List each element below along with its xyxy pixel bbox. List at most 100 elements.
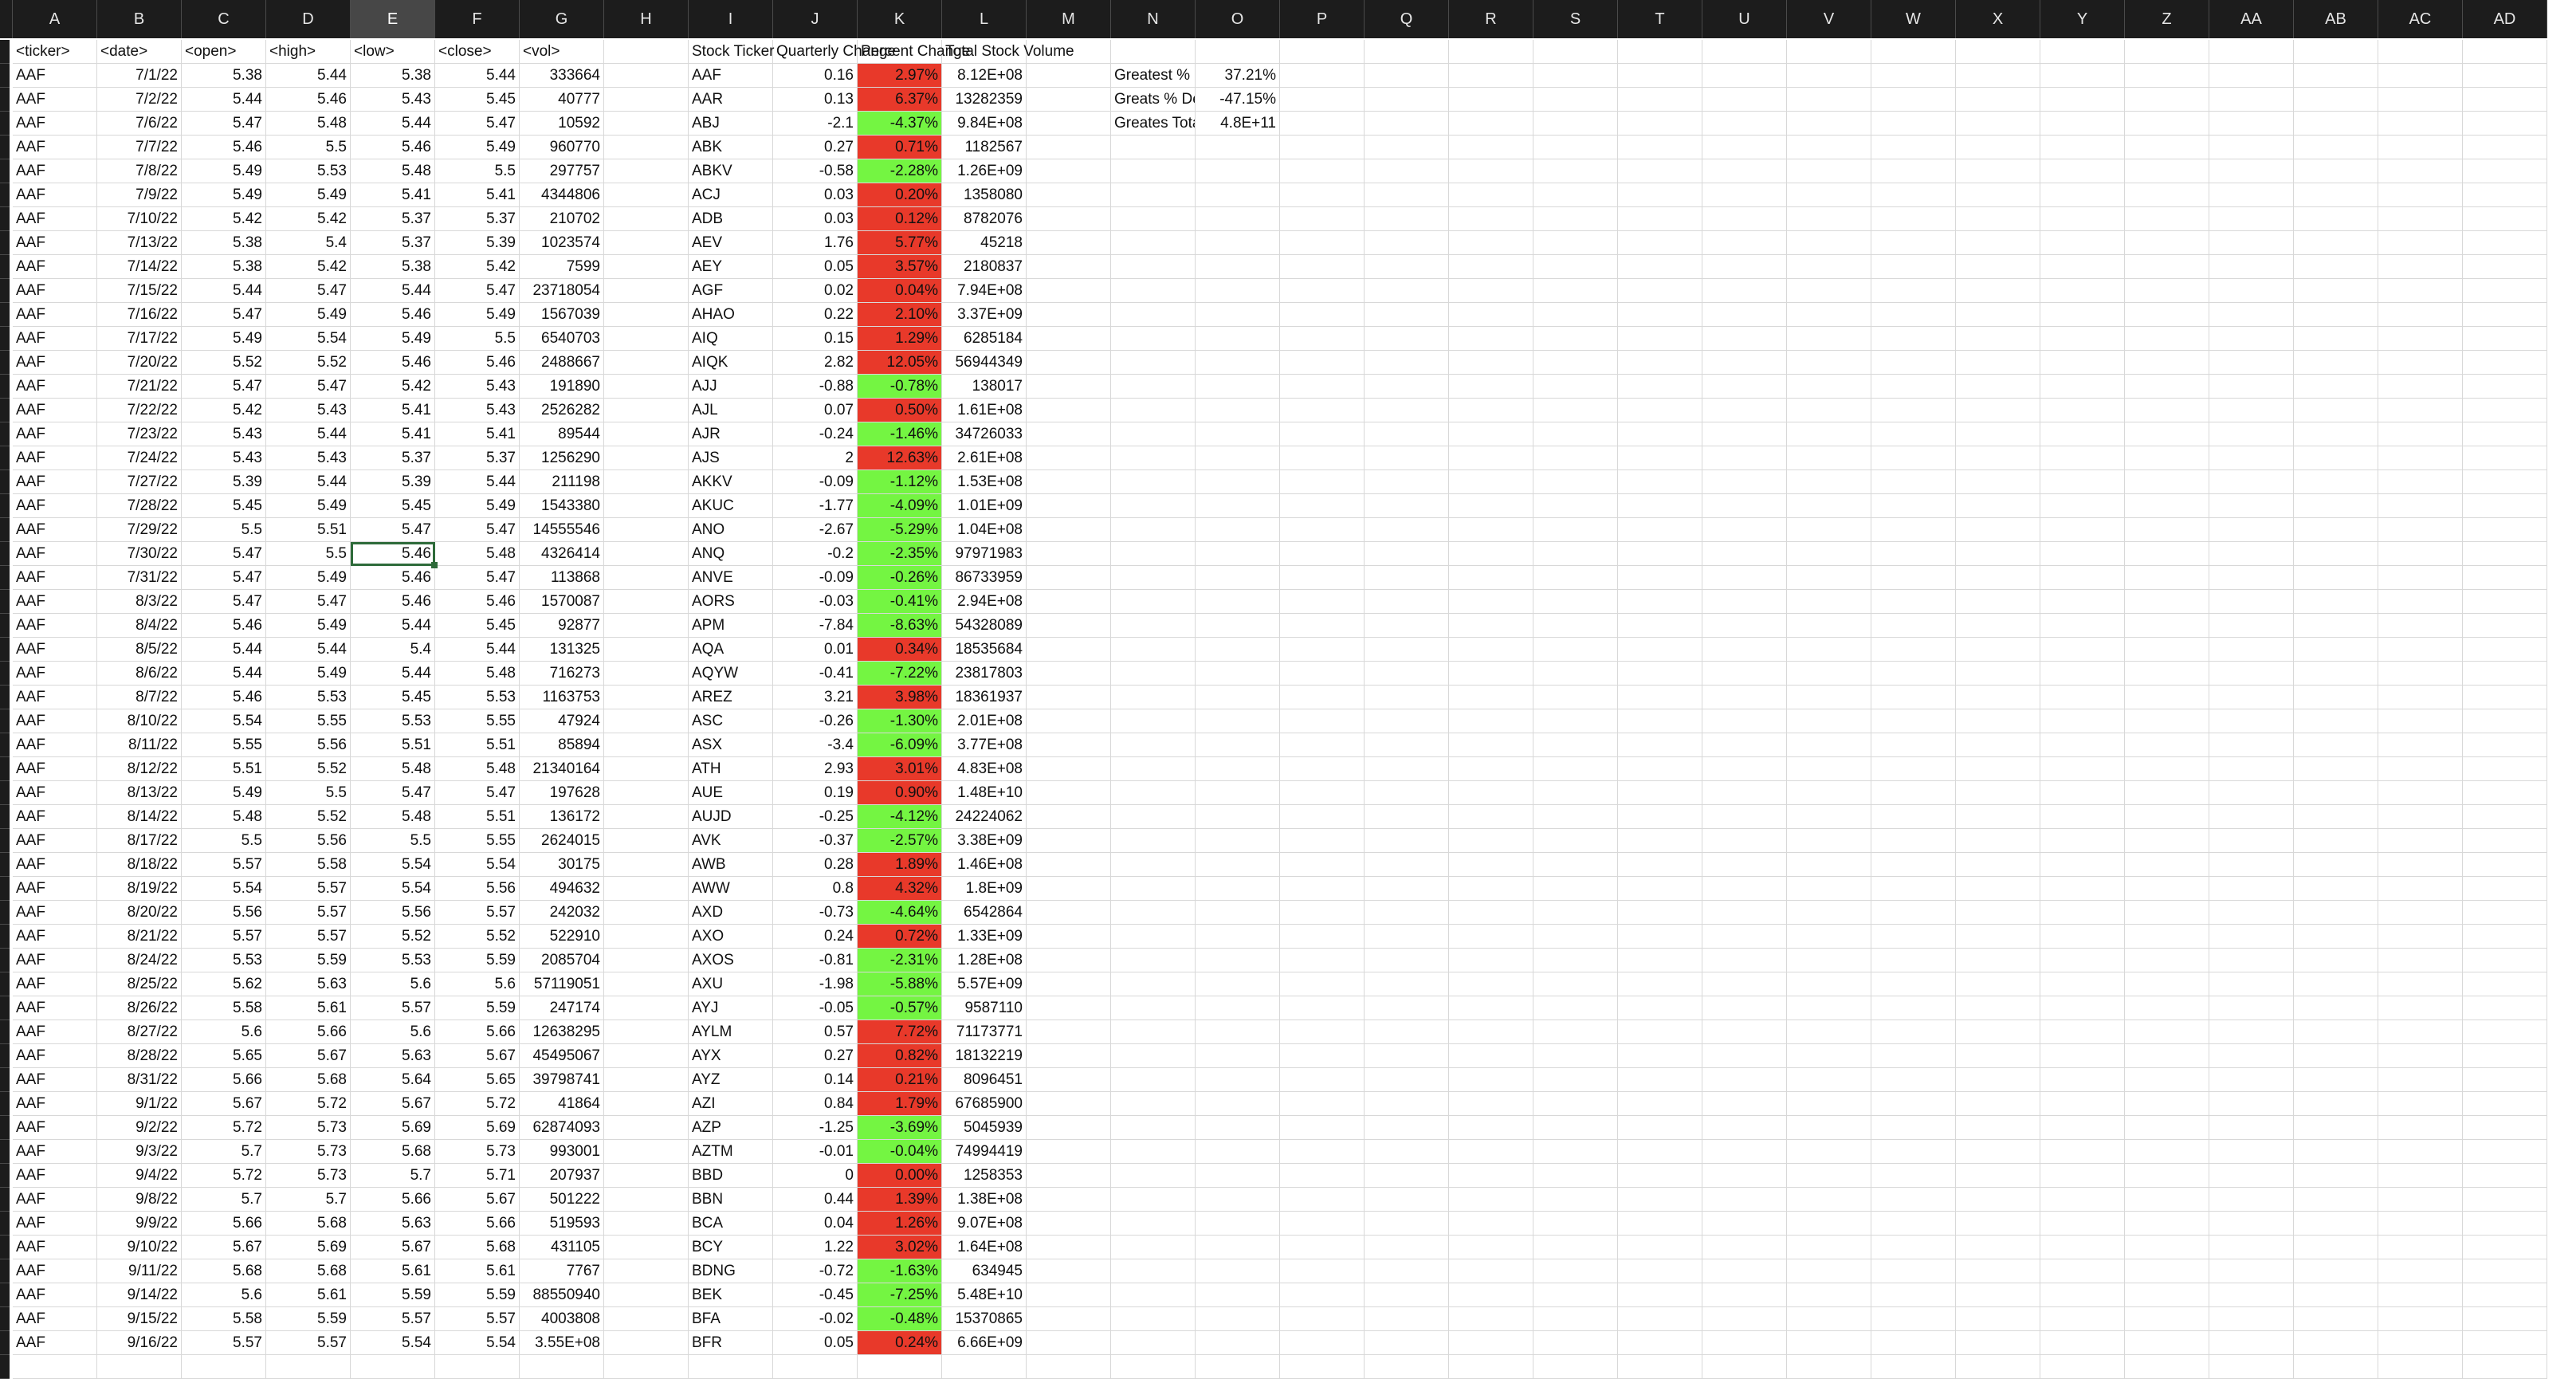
cell-AD11[interactable]	[2463, 279, 2547, 303]
cell-U48[interactable]	[1702, 1164, 1787, 1188]
cell-K56[interactable]	[858, 1355, 942, 1379]
cell-AD18[interactable]	[2463, 446, 2547, 470]
cell-N34[interactable]	[1111, 829, 1196, 853]
cell-G36[interactable]: 494632	[520, 877, 604, 901]
cell-L29[interactable]: 2.01E+08	[942, 709, 1027, 733]
cell-P29[interactable]	[1280, 709, 1365, 733]
cell-AA1[interactable]	[2209, 40, 2294, 64]
cell-T50[interactable]	[1618, 1212, 1702, 1236]
cell-F54[interactable]: 5.57	[435, 1307, 520, 1331]
cell-C22[interactable]: 5.47	[182, 542, 266, 566]
cell-W15[interactable]	[1871, 375, 1956, 399]
cell-E15[interactable]: 5.42	[351, 375, 435, 399]
cell-D46[interactable]: 5.73	[266, 1116, 351, 1140]
cell-U8[interactable]	[1702, 207, 1787, 231]
cell-AC10[interactable]	[2378, 255, 2463, 279]
cell-H24[interactable]	[604, 590, 689, 614]
cell-P24[interactable]	[1280, 590, 1365, 614]
cell-P26[interactable]	[1280, 638, 1365, 662]
cell-I50[interactable]: BCA	[689, 1212, 773, 1236]
cell-W21[interactable]	[1871, 518, 1956, 542]
cell-Z36[interactable]	[2125, 877, 2209, 901]
cell-V14[interactable]	[1787, 351, 1871, 375]
cell-AD40[interactable]	[2463, 972, 2547, 996]
cell-E46[interactable]: 5.69	[351, 1116, 435, 1140]
cell-H34[interactable]	[604, 829, 689, 853]
cell-A44[interactable]: AAF	[13, 1068, 97, 1092]
cell-G2[interactable]: 333664	[520, 64, 604, 88]
cell-Q27[interactable]	[1365, 662, 1449, 686]
cell-AD29[interactable]	[2463, 709, 2547, 733]
cell-B29[interactable]: 8/10/22	[97, 709, 182, 733]
cell-U29[interactable]	[1702, 709, 1787, 733]
cell-S40[interactable]	[1533, 972, 1618, 996]
cell-W39[interactable]	[1871, 949, 1956, 972]
cell-AB50[interactable]	[2294, 1212, 2378, 1236]
cell-Y43[interactable]	[2040, 1044, 2125, 1068]
cell-AD46[interactable]	[2463, 1116, 2547, 1140]
cell-O42[interactable]	[1196, 1020, 1280, 1044]
cell-I32[interactable]: AUE	[689, 781, 773, 805]
cell-C8[interactable]: 5.42	[182, 207, 266, 231]
column-header-B[interactable]: B	[97, 0, 182, 38]
cell-M25[interactable]	[1027, 614, 1111, 638]
cell-AD12[interactable]	[2463, 303, 2547, 327]
cell-P11[interactable]	[1280, 279, 1365, 303]
cell-B21[interactable]: 7/29/22	[97, 518, 182, 542]
cell-AA9[interactable]	[2209, 231, 2294, 255]
cell-V29[interactable]	[1787, 709, 1871, 733]
cell-X46[interactable]	[1956, 1116, 2040, 1140]
cell-B5[interactable]: 7/7/22	[97, 136, 182, 159]
cell-AD3[interactable]	[2463, 88, 2547, 112]
cell-E44[interactable]: 5.64	[351, 1068, 435, 1092]
cell-D34[interactable]: 5.56	[266, 829, 351, 853]
cell-AD51[interactable]	[2463, 1236, 2547, 1259]
cell-AD50[interactable]	[2463, 1212, 2547, 1236]
cell-U51[interactable]	[1702, 1236, 1787, 1259]
cell-M7[interactable]	[1027, 183, 1111, 207]
cell-G26[interactable]: 131325	[520, 638, 604, 662]
cell-P23[interactable]	[1280, 566, 1365, 590]
cell-Z55[interactable]	[2125, 1331, 2209, 1355]
cell-O3[interactable]: -47.15%	[1196, 88, 1280, 112]
cell-J46[interactable]: -1.25	[773, 1116, 858, 1140]
cell-AA44[interactable]	[2209, 1068, 2294, 1092]
cell-P13[interactable]	[1280, 327, 1365, 351]
cell-B7[interactable]: 7/9/22	[97, 183, 182, 207]
cell-C52[interactable]: 5.68	[182, 1259, 266, 1283]
cell-C46[interactable]: 5.72	[182, 1116, 266, 1140]
cell-R10[interactable]	[1449, 255, 1533, 279]
cell-N5[interactable]	[1111, 136, 1196, 159]
cell-P45[interactable]	[1280, 1092, 1365, 1116]
cell-U54[interactable]	[1702, 1307, 1787, 1331]
cell-R53[interactable]	[1449, 1283, 1533, 1307]
cell-U19[interactable]	[1702, 470, 1787, 494]
row-header[interactable]	[0, 1307, 10, 1331]
cell-C15[interactable]: 5.47	[182, 375, 266, 399]
cell-M3[interactable]	[1027, 88, 1111, 112]
cell-O16[interactable]	[1196, 399, 1280, 422]
cell-M45[interactable]	[1027, 1092, 1111, 1116]
cell-S32[interactable]	[1533, 781, 1618, 805]
cell-AA27[interactable]	[2209, 662, 2294, 686]
cell-M37[interactable]	[1027, 901, 1111, 925]
cell-E39[interactable]: 5.53	[351, 949, 435, 972]
cell-O38[interactable]	[1196, 925, 1280, 949]
cell-O45[interactable]	[1196, 1092, 1280, 1116]
cell-AC15[interactable]	[2378, 375, 2463, 399]
cell-P31[interactable]	[1280, 757, 1365, 781]
cell-B10[interactable]: 7/14/22	[97, 255, 182, 279]
cell-AD52[interactable]	[2463, 1259, 2547, 1283]
cell-O24[interactable]	[1196, 590, 1280, 614]
cell-C18[interactable]: 5.43	[182, 446, 266, 470]
cell-B33[interactable]: 8/14/22	[97, 805, 182, 829]
cell-U36[interactable]	[1702, 877, 1787, 901]
cell-Z29[interactable]	[2125, 709, 2209, 733]
cell-AB23[interactable]	[2294, 566, 2378, 590]
cell-AA46[interactable]	[2209, 1116, 2294, 1140]
cell-AC31[interactable]	[2378, 757, 2463, 781]
cell-AA20[interactable]	[2209, 494, 2294, 518]
cell-F9[interactable]: 5.39	[435, 231, 520, 255]
cell-X43[interactable]	[1956, 1044, 2040, 1068]
cell-H26[interactable]	[604, 638, 689, 662]
